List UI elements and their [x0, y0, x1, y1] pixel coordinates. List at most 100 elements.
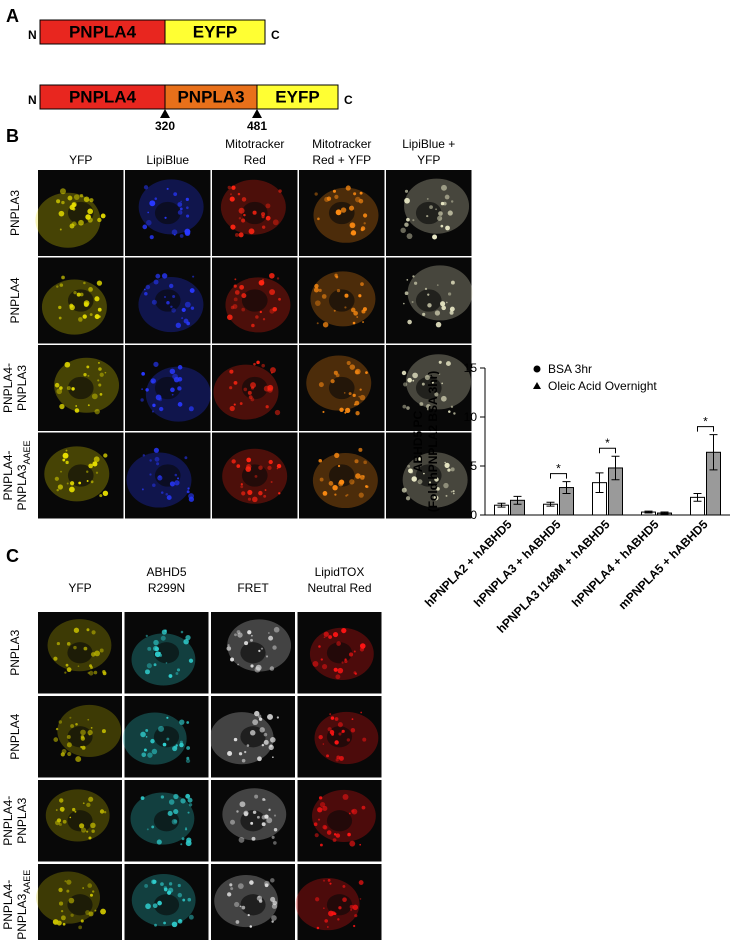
- puncta: [177, 402, 183, 407]
- puncta: [278, 189, 282, 193]
- puncta: [259, 310, 262, 314]
- puncta: [440, 301, 446, 307]
- puncta: [317, 807, 323, 813]
- puncta: [150, 378, 156, 384]
- puncta: [143, 185, 149, 190]
- puncta: [69, 816, 72, 819]
- puncta: [426, 214, 429, 218]
- puncta: [145, 736, 148, 738]
- puncta: [69, 223, 75, 229]
- puncta: [412, 275, 415, 278]
- puncta: [402, 404, 407, 409]
- error-bar: [546, 501, 555, 507]
- puncta: [359, 394, 366, 401]
- puncta: [328, 910, 334, 917]
- row-label-text: PNPLA4: [8, 713, 22, 759]
- puncta: [83, 196, 90, 203]
- puncta: [186, 206, 189, 210]
- puncta: [412, 379, 415, 382]
- puncta: [353, 192, 357, 196]
- puncta: [335, 674, 341, 680]
- column-header: R299N: [148, 581, 185, 595]
- puncta: [147, 752, 153, 758]
- puncta: [261, 212, 266, 217]
- puncta: [238, 207, 245, 214]
- puncta: [227, 314, 233, 321]
- puncta: [349, 222, 356, 229]
- puncta: [60, 909, 64, 913]
- puncta: [434, 477, 439, 482]
- puncta: [175, 322, 181, 328]
- puncta: [171, 921, 178, 928]
- puncta: [186, 756, 190, 760]
- puncta: [90, 652, 96, 657]
- puncta: [75, 756, 82, 763]
- puncta: [447, 468, 451, 472]
- column-header: LipiBlue: [146, 153, 189, 167]
- puncta: [82, 802, 85, 805]
- puncta: [79, 823, 85, 829]
- puncta: [359, 388, 362, 391]
- puncta: [103, 811, 107, 814]
- puncta: [250, 821, 254, 825]
- puncta: [179, 742, 184, 748]
- puncta: [264, 883, 269, 888]
- puncta: [312, 660, 319, 667]
- puncta: [261, 225, 266, 229]
- puncta: [322, 491, 328, 496]
- puncta: [273, 841, 277, 845]
- puncta: [66, 482, 69, 485]
- puncta: [169, 368, 176, 375]
- puncta: [160, 882, 164, 886]
- puncta: [54, 382, 60, 388]
- puncta: [334, 452, 340, 458]
- puncta: [80, 827, 87, 833]
- puncta: [53, 737, 59, 742]
- puncta: [98, 362, 100, 364]
- puncta: [278, 492, 281, 495]
- puncta: [226, 646, 232, 651]
- puncta: [345, 494, 348, 497]
- puncta: [318, 288, 322, 292]
- puncta: [358, 447, 363, 452]
- puncta: [314, 300, 321, 307]
- puncta: [179, 719, 185, 725]
- nucleus: [153, 810, 180, 832]
- puncta: [99, 648, 104, 653]
- x-tick-label: hPNPLA4 + hABHD5: [569, 517, 662, 610]
- puncta: [313, 287, 319, 293]
- puncta: [404, 222, 409, 227]
- puncta: [151, 879, 156, 885]
- puncta: [141, 752, 147, 758]
- puncta: [64, 671, 67, 674]
- column-header: LipidTOX: [315, 565, 365, 579]
- puncta: [343, 392, 346, 394]
- puncta: [177, 202, 183, 207]
- puncta: [409, 470, 414, 474]
- puncta: [164, 296, 166, 298]
- domain-name: EYFP: [193, 22, 237, 41]
- puncta: [173, 192, 178, 197]
- puncta: [90, 726, 93, 729]
- puncta: [185, 827, 187, 829]
- puncta: [440, 184, 447, 191]
- puncta: [318, 796, 323, 800]
- puncta: [97, 379, 100, 382]
- puncta: [265, 215, 271, 221]
- puncta: [184, 228, 191, 235]
- puncta: [59, 188, 66, 195]
- puncta: [362, 307, 367, 312]
- puncta: [56, 641, 60, 646]
- puncta: [438, 360, 442, 364]
- puncta: [231, 185, 236, 190]
- puncta: [241, 758, 246, 763]
- row-label: PNPLA4-: [1, 450, 15, 500]
- puncta: [88, 836, 92, 840]
- y-tick-label: 15: [464, 361, 478, 375]
- puncta: [403, 302, 405, 305]
- puncta: [73, 627, 80, 633]
- puncta: [270, 367, 276, 373]
- puncta: [87, 671, 90, 675]
- puncta: [323, 636, 326, 639]
- puncta: [179, 207, 183, 211]
